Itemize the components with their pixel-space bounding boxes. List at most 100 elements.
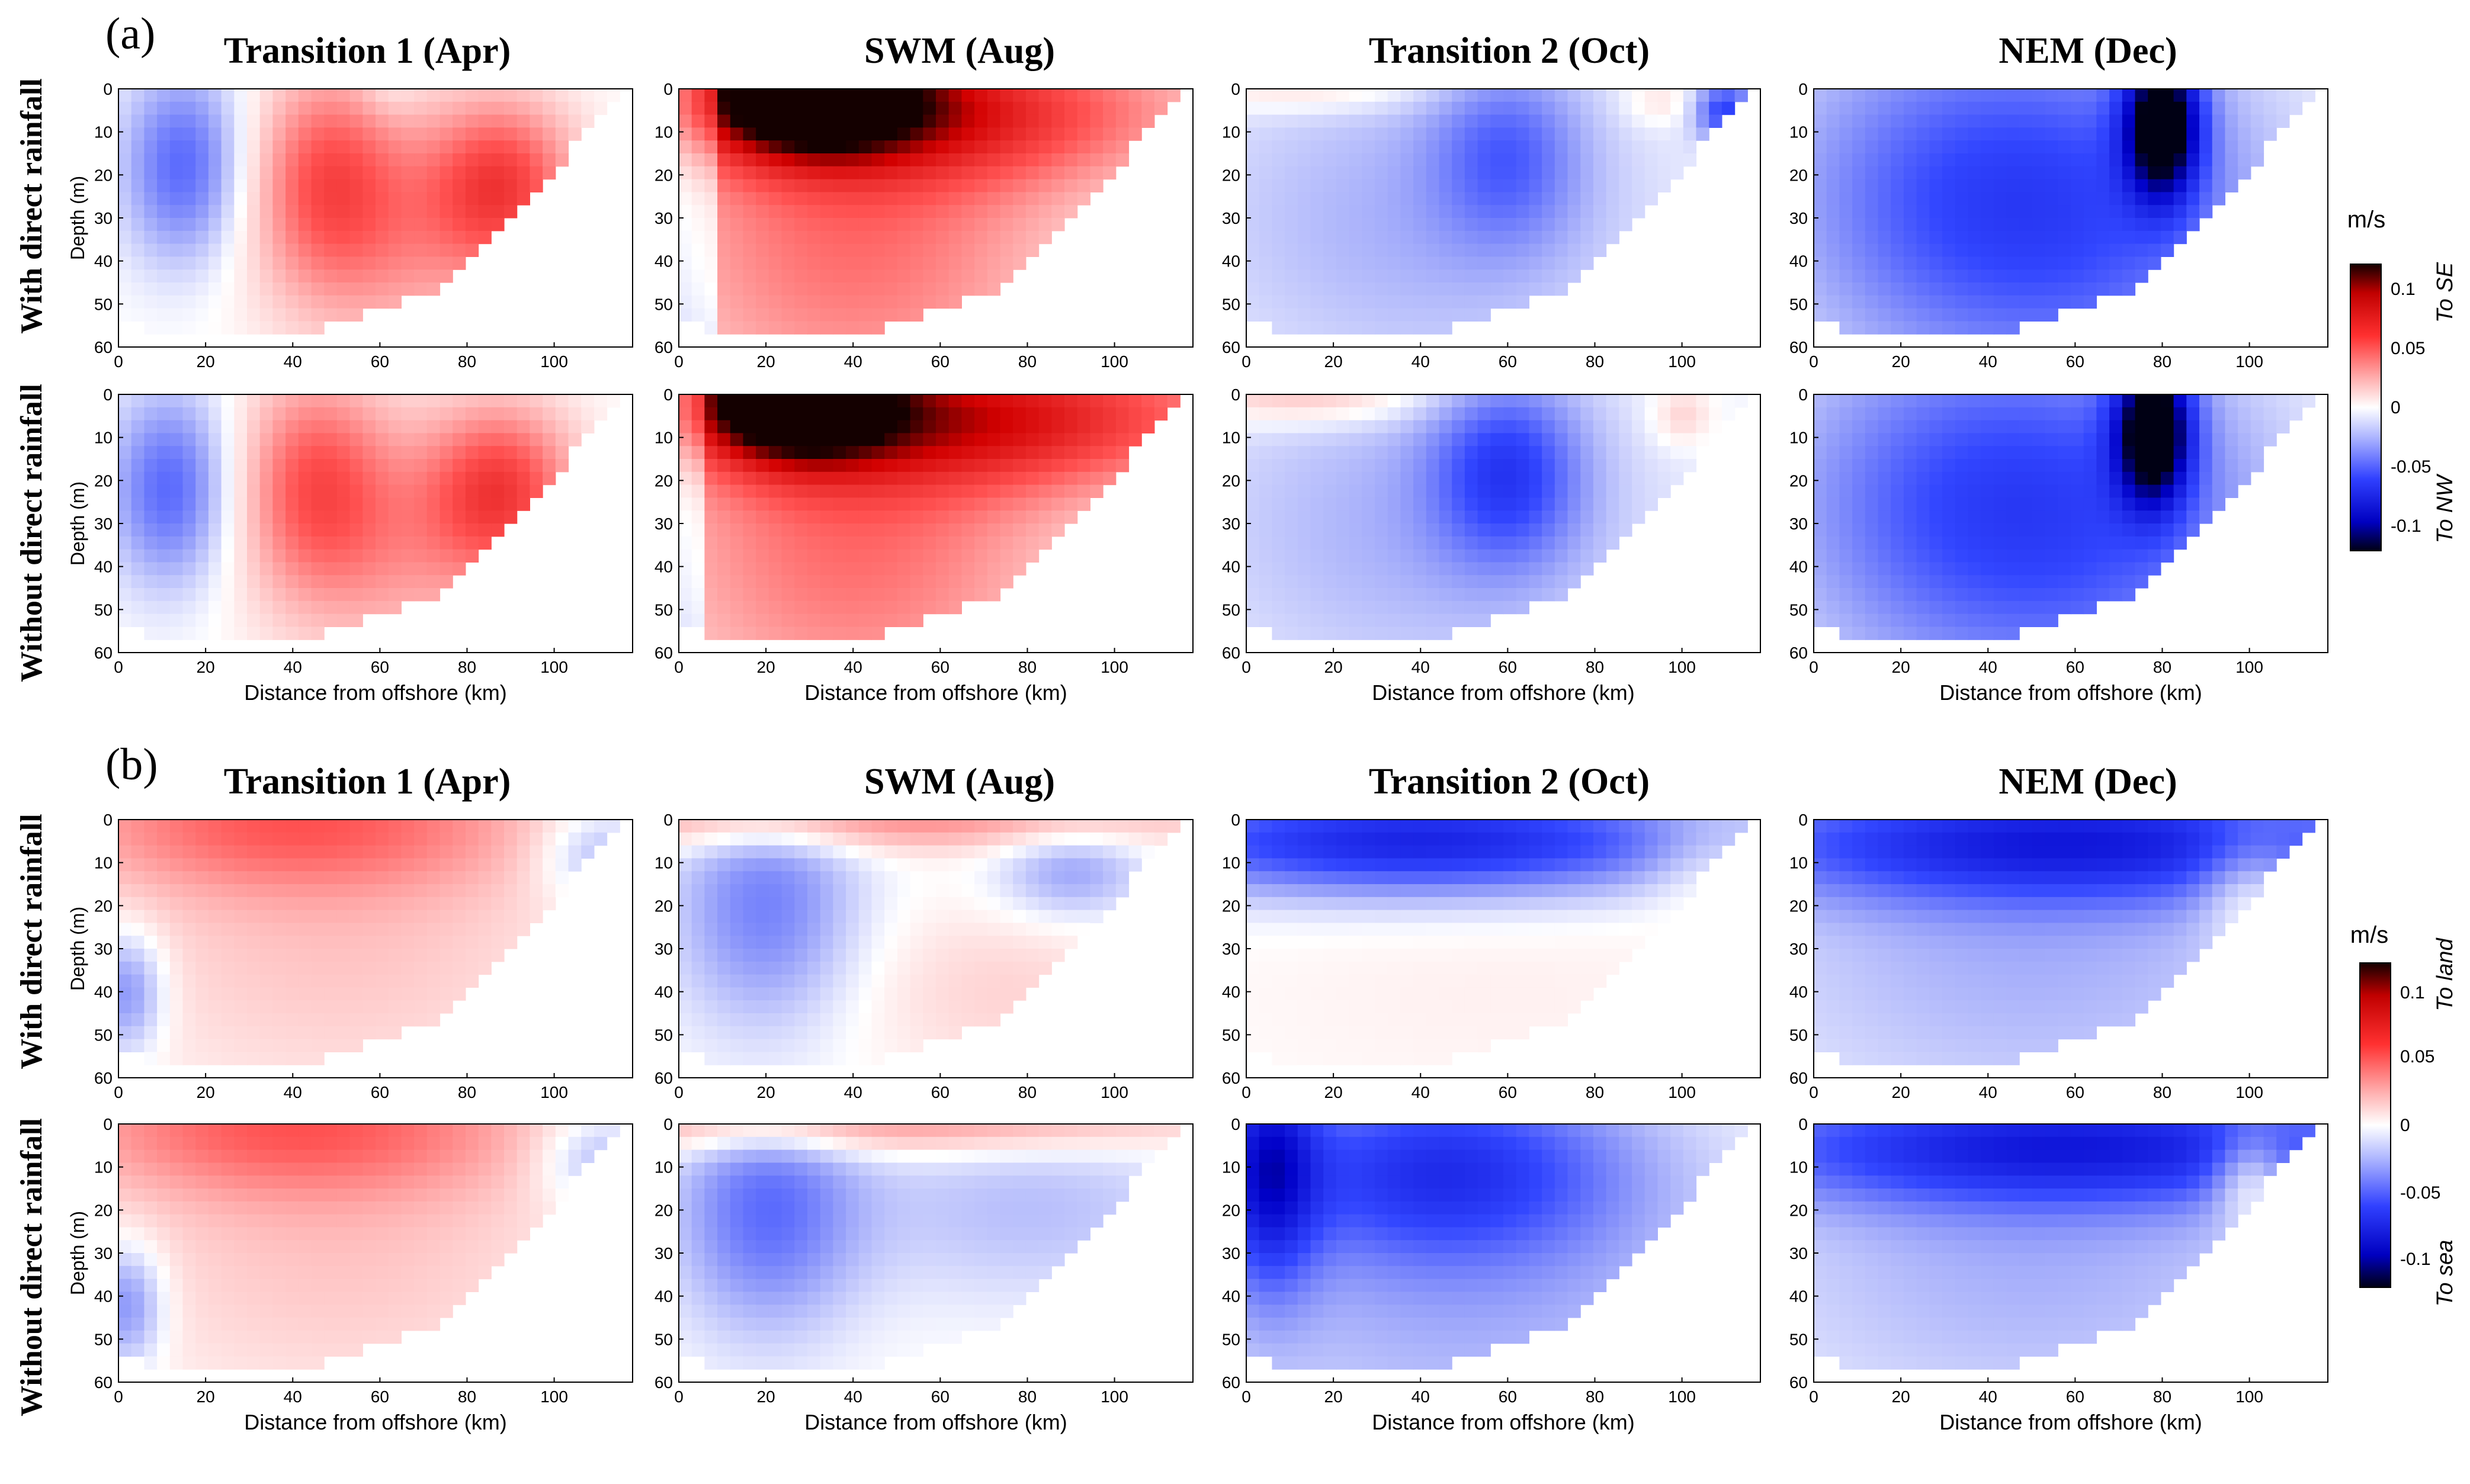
heatmap-cell [1439,627,1452,640]
heatmap-cell [195,295,209,309]
heatmap-cell [1865,484,1879,498]
heatmap-cell [2186,179,2200,192]
heatmap-cell [1826,575,1840,589]
heatmap-cell [2058,89,2071,102]
heatmap-cell [679,549,692,563]
heatmap-cell [2148,114,2161,128]
heatmap-cell [336,89,351,102]
heatmap-cell [948,446,962,460]
heatmap-cell [298,166,312,180]
heatmap-cell [169,600,184,615]
heatmap-cell [1852,627,1866,640]
heatmap-cell [363,140,376,154]
heatmap-cell [324,127,338,141]
heatmap-cell [2045,205,2058,219]
heatmap-cell [2096,471,2110,486]
heatmap-cell [1013,179,1027,192]
y-tick-label: 10 [1222,123,1240,142]
heatmap-cell [324,497,338,511]
heatmap-cell [1310,269,1324,283]
heatmap-cell [478,407,492,421]
x-tick-label: 100 [540,352,568,371]
heatmap-cell [730,394,744,408]
heatmap-cell [858,295,872,309]
heatmap-cell [131,282,145,296]
heatmap-cell [157,510,171,524]
heatmap-cell [756,321,769,335]
heatmap-cell [897,218,911,232]
heatmap-cell [1503,205,1517,219]
heatmap-cell [768,446,782,460]
heatmap-cell [974,497,988,511]
heatmap-cell [884,269,898,283]
heatmap-cell [2109,205,2123,219]
heatmap-cell [897,127,911,141]
heatmap-cell [1477,282,1491,296]
heatmap-cell [157,936,171,949]
heatmap-cell [478,153,492,167]
x-tick-label: 60 [931,352,949,371]
heatmap-cell [833,484,846,498]
heatmap-cell [2199,166,2213,180]
heatmap-cell [1375,549,1388,563]
heatmap-cell [414,575,428,589]
heatmap-cell [807,497,821,511]
heatmap-cell [118,1000,132,1014]
heatmap-cell [1903,295,1917,309]
heatmap-cell [1387,575,1401,589]
heatmap-cell [1721,89,1736,102]
heatmap-cell [961,407,975,421]
heatmap-cell [2096,179,2110,192]
heatmap-cell [1375,153,1388,167]
heatmap-cell [1038,192,1052,205]
heatmap-cell [1246,89,1260,102]
heatmap-cell [1285,627,1298,640]
heatmap-cell [1826,166,1840,180]
heatmap-cell [1064,166,1078,180]
heatmap-cell [1814,484,1827,498]
heatmap-cell [871,295,885,309]
heatmap-cell [349,256,363,270]
heatmap-cell [1839,179,1853,192]
heatmap-cell [491,179,505,192]
heatmap-cell [743,510,756,524]
heatmap-cell [182,308,196,322]
heatmap-cell [2083,510,2097,524]
heatmap-cell [1814,230,1827,245]
heatmap-cell [1606,166,1619,180]
heatmap-cell [2263,394,2277,408]
heatmap-cell [2122,471,2136,486]
heatmap-cell [2071,549,2084,563]
heatmap-cell [1929,192,1943,205]
heatmap-cell [1013,536,1027,550]
heatmap-cell [936,407,949,421]
heatmap-cell [2032,588,2046,602]
heatmap-cell [884,179,898,192]
heatmap-cell [1734,394,1748,408]
heatmap-cell [781,114,795,128]
heatmap-cell [336,471,351,486]
heatmap-cell [247,910,261,923]
heatmap-cell [679,536,692,550]
heatmap-cell [349,420,363,433]
heatmap-cell [1580,153,1594,167]
heatmap-cell [272,114,286,128]
heatmap-cell [221,114,235,128]
heatmap-cell [1490,179,1504,192]
heatmap-cell [1272,321,1285,335]
heatmap-cell [1865,269,1879,283]
heatmap-cell [1567,205,1581,219]
heatmap-cell [1349,269,1362,283]
heatmap-cell [144,407,158,421]
heatmap-cell [311,179,325,192]
heatmap-cell [1529,588,1542,602]
heatmap-cell [208,321,222,335]
heatmap-cell [948,153,962,167]
heatmap-cell [1000,256,1013,270]
heatmap-cell [1323,140,1337,154]
heatmap-cell [846,230,859,245]
heatmap-cell [1387,192,1401,205]
heatmap-cell [768,243,782,257]
heatmap-cell [743,89,756,102]
heatmap-cell [491,446,505,460]
